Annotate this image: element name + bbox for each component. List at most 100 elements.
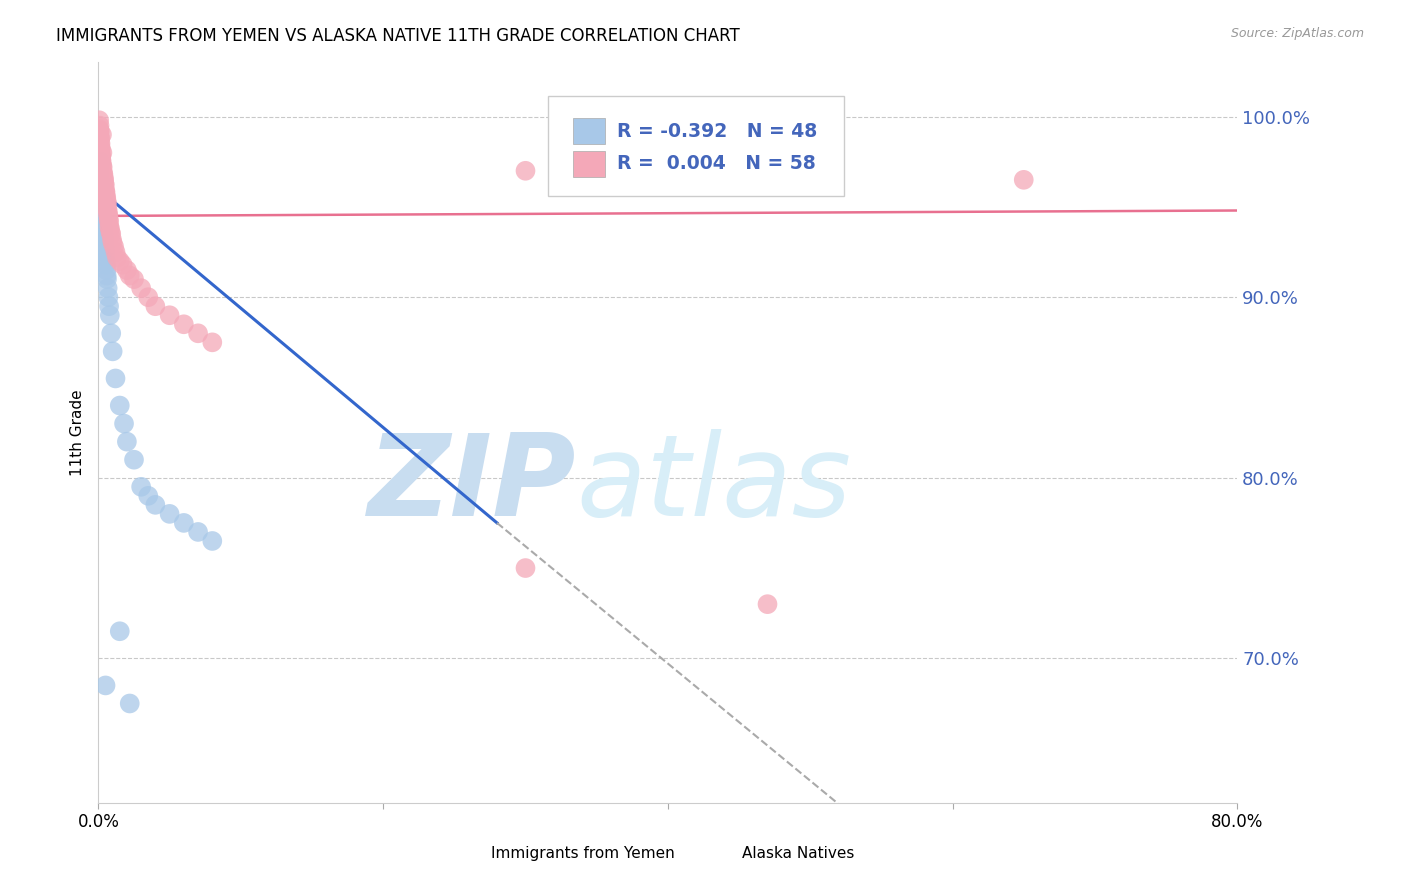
Point [112, 417, 135, 431]
Point [89, 189, 111, 203]
Point [89, 182, 111, 196]
Point [201, 335, 224, 350]
Y-axis label: 11th Grade: 11th Grade [69, 389, 84, 476]
Point [89, 154, 111, 169]
Point [89, 135, 111, 149]
Point [91, 165, 114, 179]
Point [93, 177, 115, 191]
Point [90, 203, 112, 218]
Point [89, 163, 111, 178]
Point [96, 191, 118, 205]
Point [90, 149, 112, 163]
Point [91, 158, 114, 172]
Point [115, 434, 138, 449]
Point [145, 299, 167, 313]
Point [129, 281, 152, 295]
Point [96, 263, 118, 277]
Point [159, 308, 181, 322]
Point [115, 263, 138, 277]
Point [96, 202, 118, 216]
Point [91, 145, 114, 160]
Point [136, 489, 159, 503]
Point [94, 178, 117, 193]
Point [97, 209, 120, 223]
Point [90, 142, 112, 156]
Point [98, 214, 121, 228]
Point [91, 209, 114, 223]
Point [159, 507, 181, 521]
Point [100, 225, 122, 239]
Point [98, 299, 121, 313]
Point [129, 480, 152, 494]
Point [100, 227, 122, 241]
Point [89, 124, 111, 138]
Point [89, 129, 111, 144]
Point [93, 168, 115, 182]
Text: atlas: atlas [576, 429, 852, 540]
Point [118, 268, 141, 283]
Point [122, 452, 145, 467]
Point [136, 290, 159, 304]
Point [94, 254, 117, 268]
Point [108, 254, 131, 268]
Point [90, 136, 112, 151]
Point [89, 119, 111, 133]
Bar [574, 119, 605, 145]
Bar [690, 842, 737, 864]
Point [98, 308, 121, 322]
Point [89, 122, 111, 136]
Point [122, 272, 145, 286]
Point [90, 186, 112, 200]
Point [91, 225, 114, 239]
Point [108, 399, 131, 413]
Point [91, 212, 114, 227]
Point [90, 194, 112, 209]
Point [98, 219, 121, 234]
Point [91, 214, 114, 228]
Point [96, 196, 118, 211]
Point [93, 239, 115, 253]
Point [145, 498, 167, 512]
Point [97, 207, 120, 221]
Point [93, 173, 115, 187]
Point [94, 258, 117, 272]
Point [89, 131, 111, 145]
Point [742, 154, 765, 169]
Point [89, 168, 111, 182]
Text: Alaska Natives: Alaska Natives [742, 846, 855, 861]
Point [94, 189, 117, 203]
Point [90, 191, 112, 205]
Point [98, 221, 121, 235]
Point [105, 251, 128, 265]
Point [97, 203, 120, 218]
Point [94, 678, 117, 692]
Point [91, 128, 114, 142]
Point [89, 140, 111, 154]
Point [89, 113, 111, 128]
Point [96, 194, 118, 209]
Point [101, 232, 124, 246]
Text: R = -0.392   N = 48: R = -0.392 N = 48 [617, 122, 817, 141]
Point [90, 202, 112, 216]
Bar [574, 151, 605, 177]
Text: Immigrants from Yemen: Immigrants from Yemen [491, 846, 675, 861]
Point [89, 178, 111, 193]
Point [173, 318, 195, 332]
Point [103, 239, 125, 253]
Point [96, 268, 118, 283]
Point [187, 524, 209, 539]
Point [173, 516, 195, 530]
Point [93, 227, 115, 241]
Point [97, 281, 120, 295]
Point [108, 624, 131, 639]
Point [94, 245, 117, 260]
Point [91, 160, 114, 174]
Text: IMMIGRANTS FROM YEMEN VS ALASKA NATIVE 11TH GRADE CORRELATION CHART: IMMIGRANTS FROM YEMEN VS ALASKA NATIVE 1… [56, 27, 740, 45]
Point [515, 561, 537, 575]
Bar [440, 842, 485, 864]
Point [756, 597, 779, 611]
Text: ZIP: ZIP [368, 429, 576, 540]
Point [1012, 173, 1035, 187]
Point [100, 326, 122, 341]
Point [90, 154, 112, 169]
